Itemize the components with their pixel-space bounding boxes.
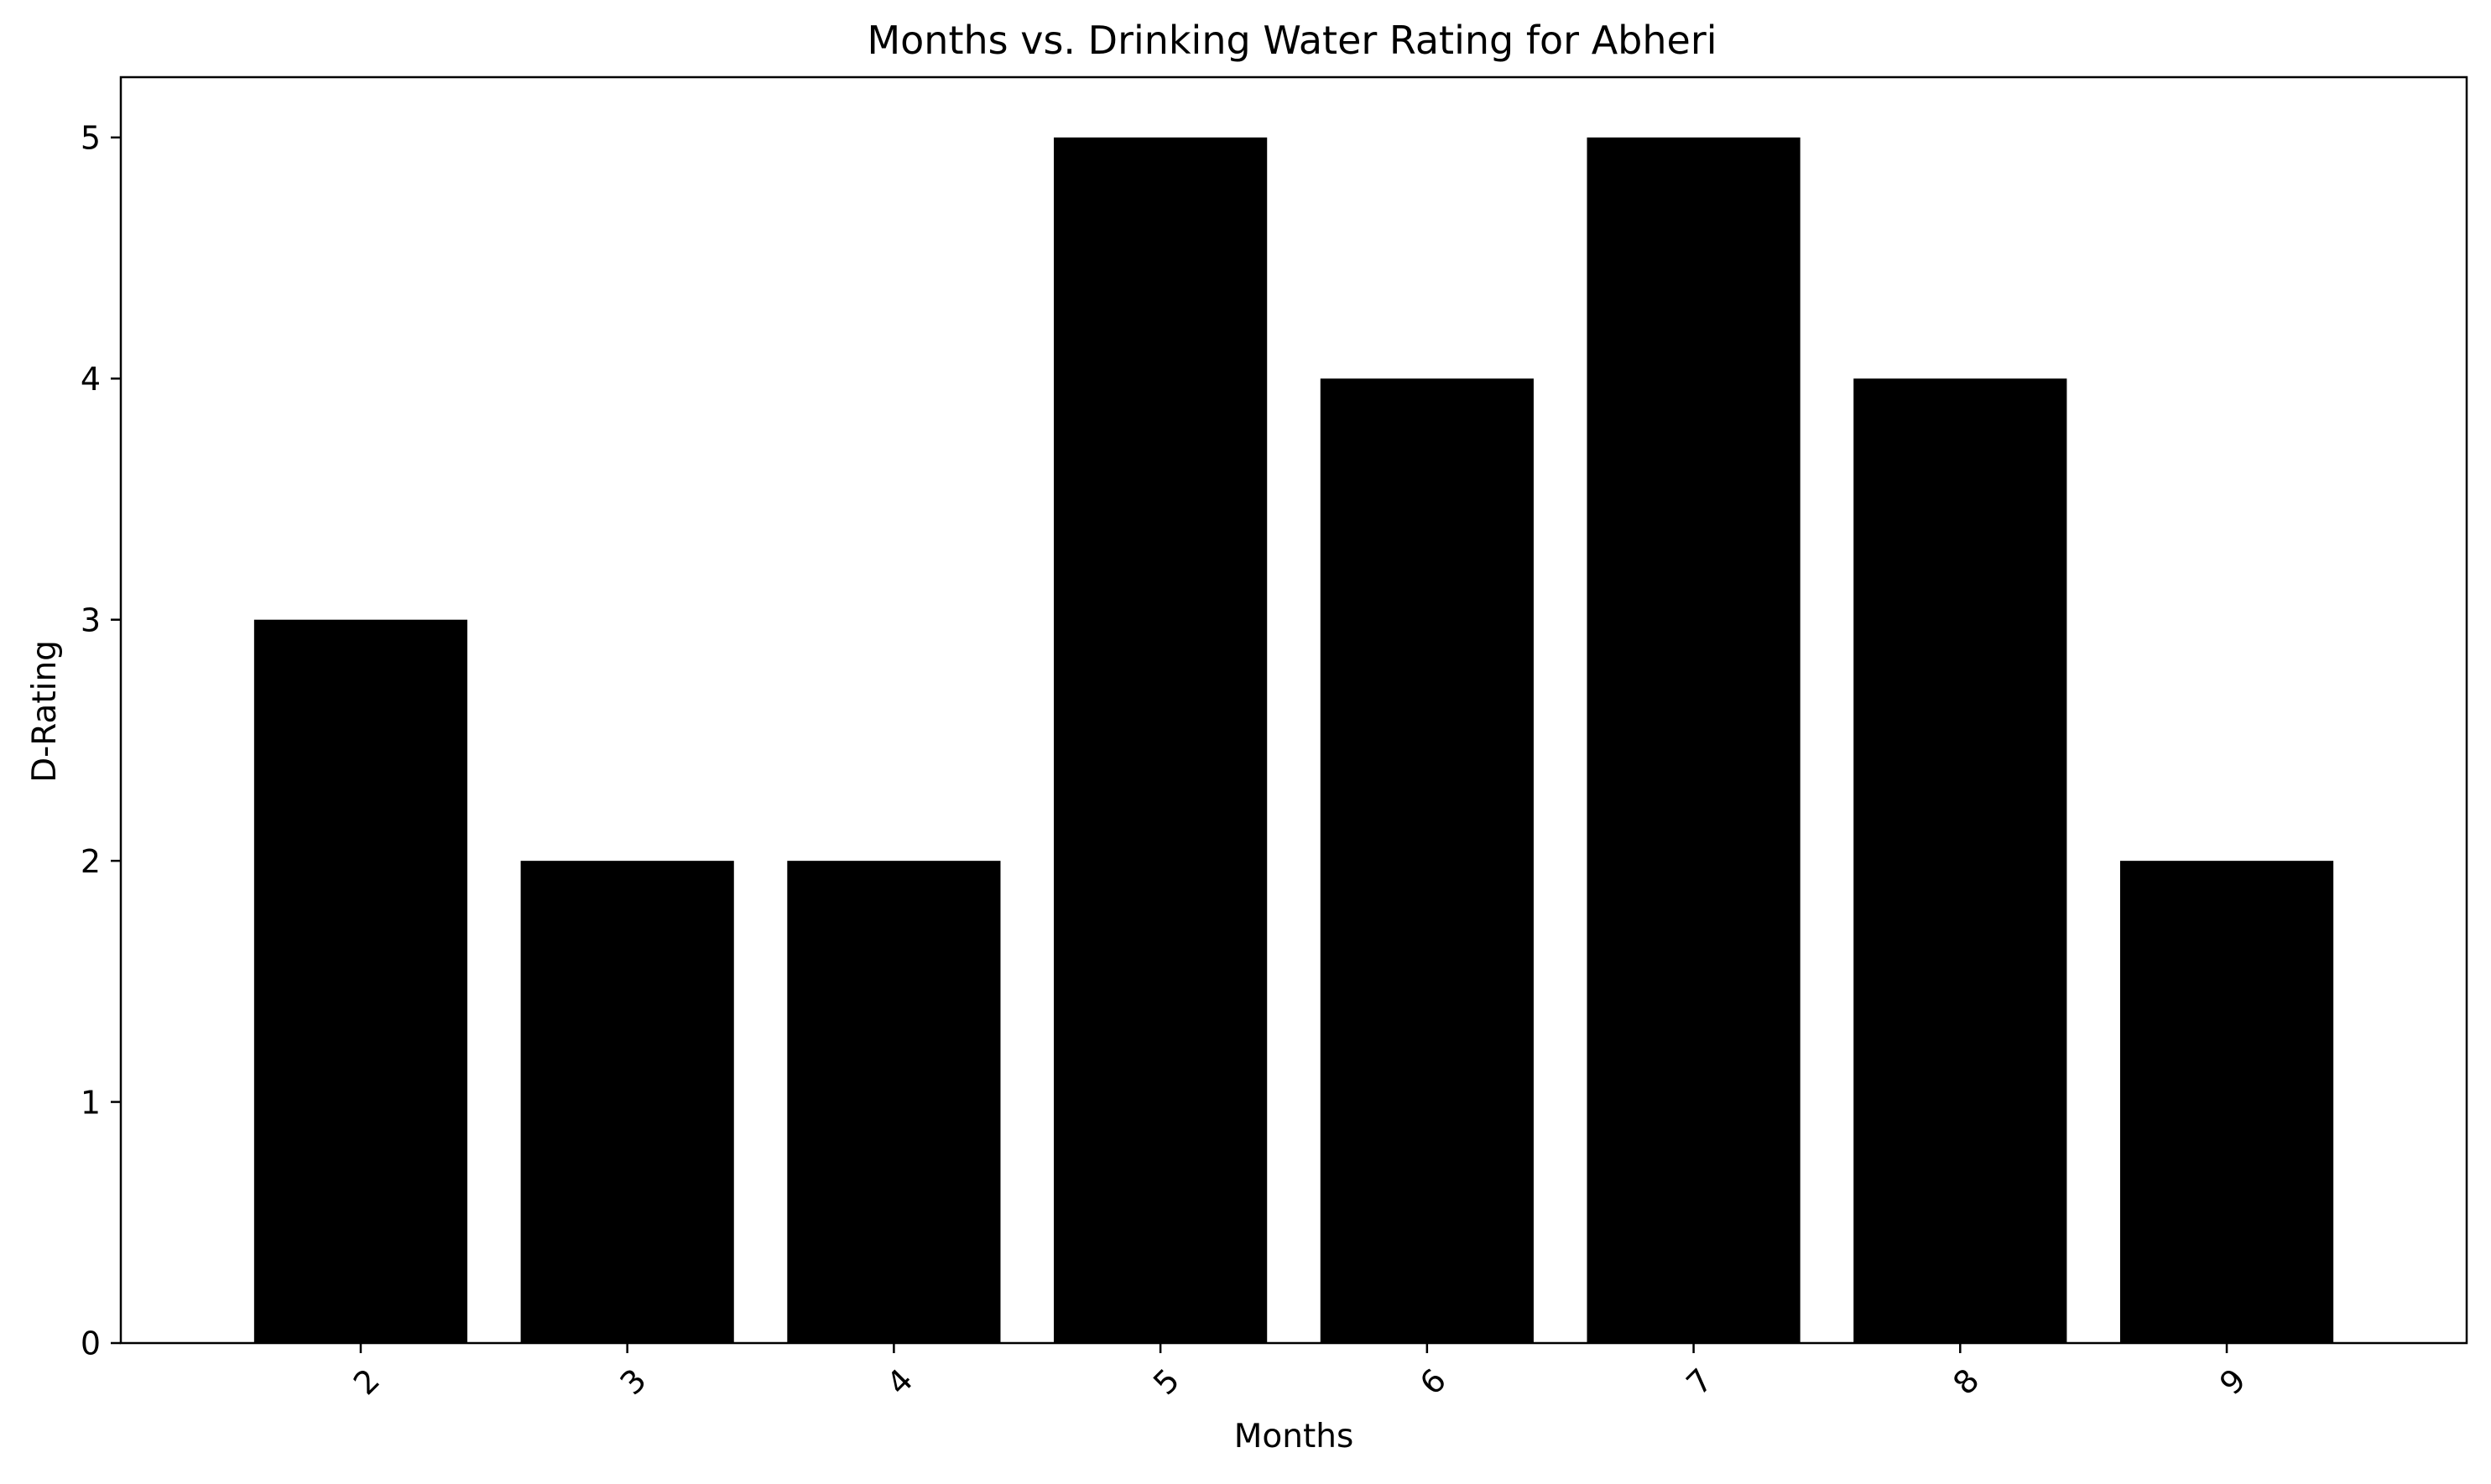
chart-title: Months vs. Drinking Water Rating for Abh… [867,18,1717,63]
x-axis: 2 3 4 5 6 7 8 9 [347,1343,2253,1402]
x-tick-label-9: 9 [2212,1362,2253,1402]
y-axis: 0 1 2 3 4 5 [81,120,121,1362]
y-tick-label-1: 1 [81,1084,101,1121]
bar-2 [253,619,468,1343]
x-tick-label-8: 8 [1946,1362,1986,1402]
bar-9 [2119,861,2334,1343]
x-tick-label-7: 7 [1680,1362,1720,1402]
x-tick-label-2: 2 [347,1362,387,1402]
bar-4 [787,861,1001,1343]
y-tick-label-2: 2 [81,843,101,880]
plot-area [253,137,2334,1344]
x-tick-label-3: 3 [613,1362,654,1402]
y-axis-label: D-Rating [26,640,64,783]
bar-6 [1320,378,1534,1344]
x-tick-label-6: 6 [1413,1362,1453,1402]
x-axis-label: Months [1234,1418,1354,1455]
bar-3 [520,861,734,1343]
y-tick-label-3: 3 [81,601,101,638]
bar-8 [1853,378,2067,1344]
bar-7 [1587,137,1801,1343]
x-tick-label-4: 4 [879,1362,920,1402]
y-tick-label-0: 0 [81,1325,101,1362]
bar-5 [1054,137,1268,1343]
y-tick-label-5: 5 [81,120,101,157]
x-tick-label-5: 5 [1146,1362,1186,1402]
y-tick-label-4: 4 [81,361,101,398]
plot-frame [119,76,2468,1345]
